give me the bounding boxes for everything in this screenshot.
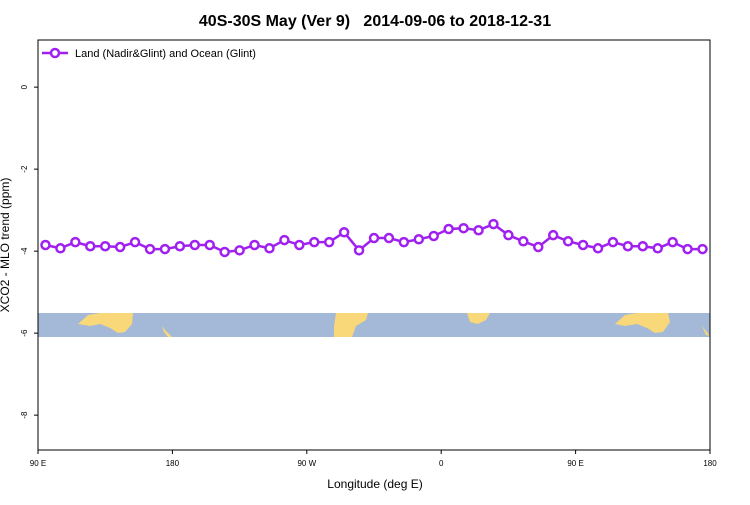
- data-point: [234, 245, 245, 256]
- land: [162, 326, 172, 337]
- legend-label: Land (Nadir&Glint) and Ocean (Glint): [75, 48, 256, 60]
- data-point: [85, 240, 96, 252]
- plot-frame: [37, 39, 711, 451]
- x-tick-label: 180: [703, 459, 717, 468]
- data-point: [577, 239, 589, 251]
- land: [615, 313, 670, 333]
- land: [467, 313, 490, 324]
- data-point: [443, 223, 454, 235]
- ocean: [38, 313, 710, 337]
- data-point: [667, 236, 678, 248]
- data-point: [607, 236, 619, 248]
- data-point: [413, 234, 425, 245]
- y-tick-label: -2: [20, 165, 29, 173]
- data-point: [159, 243, 171, 255]
- data-point: [398, 236, 410, 248]
- data-point: [129, 236, 141, 248]
- data-point: [458, 222, 469, 234]
- data-point: [682, 243, 693, 255]
- y-tick-label: -4: [20, 247, 29, 255]
- data-point: [503, 229, 514, 241]
- y-axis-label: XCO2 - MLO trend (ppm): [0, 178, 12, 313]
- data-point: [338, 227, 350, 238]
- data-point: [70, 236, 81, 248]
- data-point: [488, 218, 499, 230]
- x-tick-label: 90 W: [297, 459, 316, 468]
- data-point: [562, 236, 574, 247]
- x-tick-label: 0: [439, 459, 444, 468]
- y-tick-label: -6: [20, 329, 29, 337]
- data-point: [294, 239, 305, 251]
- data-point: [309, 236, 320, 248]
- data-point: [144, 243, 156, 255]
- y-tick-label: 0: [20, 84, 29, 89]
- data-point: [114, 241, 126, 253]
- data-point: [279, 234, 290, 246]
- data-point: [219, 246, 230, 258]
- data-point: [652, 243, 663, 254]
- land: [702, 326, 710, 336]
- data-point: [622, 240, 634, 252]
- map-band: [38, 313, 710, 337]
- data-point: [518, 236, 529, 247]
- data-point: [473, 224, 484, 236]
- land: [78, 313, 133, 333]
- data-point: [189, 239, 201, 251]
- x-axis-label: Longitude (deg E): [327, 477, 422, 491]
- data-point: [323, 236, 335, 248]
- data-point: [547, 229, 559, 241]
- data-point: [428, 230, 439, 242]
- data-point: [99, 240, 111, 252]
- data-point: [383, 232, 395, 244]
- data-point: [55, 243, 66, 254]
- data-point: [353, 245, 365, 256]
- chart-title: 40S-30S May (Ver 9) 2014-09-06 to 2018-1…: [199, 13, 551, 30]
- legend-marker: [49, 47, 61, 59]
- data-point: [533, 241, 544, 253]
- data-point: [249, 239, 260, 251]
- data-point: [174, 240, 186, 252]
- data-point: [40, 239, 51, 251]
- data-point: [204, 239, 215, 251]
- y-tick-label: -8: [20, 411, 29, 419]
- data-point: [368, 232, 380, 244]
- x-tick-label: 90 E: [567, 459, 583, 468]
- data-point: [592, 243, 604, 254]
- x-tick-label: 180: [166, 459, 180, 468]
- data-point: [264, 243, 275, 254]
- x-tick-label: 90 E: [30, 459, 46, 468]
- land: [334, 313, 368, 337]
- data-point: [637, 240, 649, 252]
- data-point: [697, 243, 708, 255]
